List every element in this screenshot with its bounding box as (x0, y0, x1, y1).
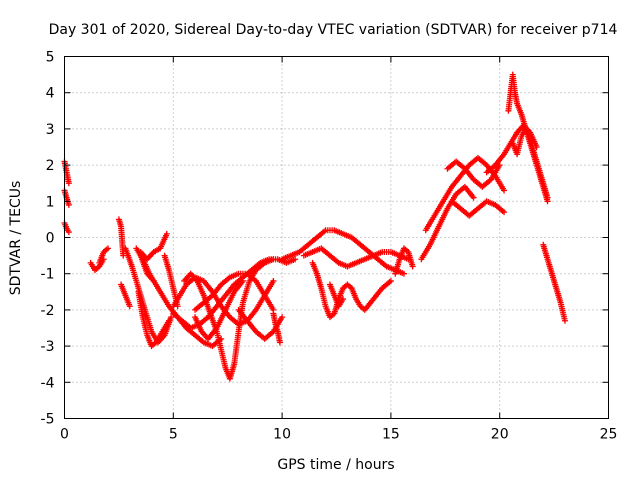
data-point (276, 339, 283, 346)
data-point (544, 194, 551, 201)
x-tick-label: 5 (169, 427, 178, 443)
data-point (239, 277, 246, 284)
y-tick-label: -1 (41, 267, 55, 283)
x-tick-label: 15 (382, 427, 400, 443)
data-point (400, 270, 407, 277)
data-point (163, 230, 170, 237)
x-axis-label: GPS time / hours (277, 457, 394, 473)
axis-ticks: 0 5 10 15 20 25 -5 -4 -3 -2 -1 0 1 2 3 4 5 (41, 50, 618, 443)
y-tick-label: -3 (41, 339, 55, 355)
data-point (105, 245, 112, 252)
y-tick-label: 4 (46, 86, 55, 102)
data-point (168, 314, 175, 321)
y-tick-label: -4 (41, 375, 55, 391)
y-tick-label: -5 (41, 412, 55, 428)
chart-title: Day 301 of 2020, Sidereal Day-to-day VTE… (49, 22, 618, 38)
x-tick-label: 10 (273, 427, 291, 443)
data-point (470, 194, 477, 201)
data-point (126, 303, 133, 310)
data-point (150, 277, 157, 284)
data-point (65, 229, 72, 236)
y-tick-label: 2 (46, 158, 55, 174)
y-tick-label: 0 (46, 231, 55, 247)
data-points (61, 71, 568, 382)
y-tick-label: 1 (46, 194, 55, 210)
y-tick-label: -2 (41, 303, 55, 319)
data-point (501, 209, 508, 216)
data-point (65, 201, 72, 208)
data-point (292, 256, 299, 263)
data-point (270, 256, 277, 263)
data-point (387, 277, 394, 284)
data-point (561, 317, 568, 324)
y-tick-label: 3 (46, 122, 55, 138)
y-tick-label: 5 (46, 50, 55, 66)
x-tick-label: 25 (600, 427, 618, 443)
data-point (501, 187, 508, 194)
data-point (165, 317, 172, 324)
x-tick-label: 0 (60, 427, 69, 443)
data-point (409, 263, 416, 270)
data-point (270, 277, 277, 284)
data-point (65, 180, 72, 187)
x-tick-label: 20 (491, 427, 509, 443)
data-point (340, 296, 347, 303)
data-point (279, 314, 286, 321)
y-axis-label: SDTVAR / TECUs (8, 181, 24, 296)
